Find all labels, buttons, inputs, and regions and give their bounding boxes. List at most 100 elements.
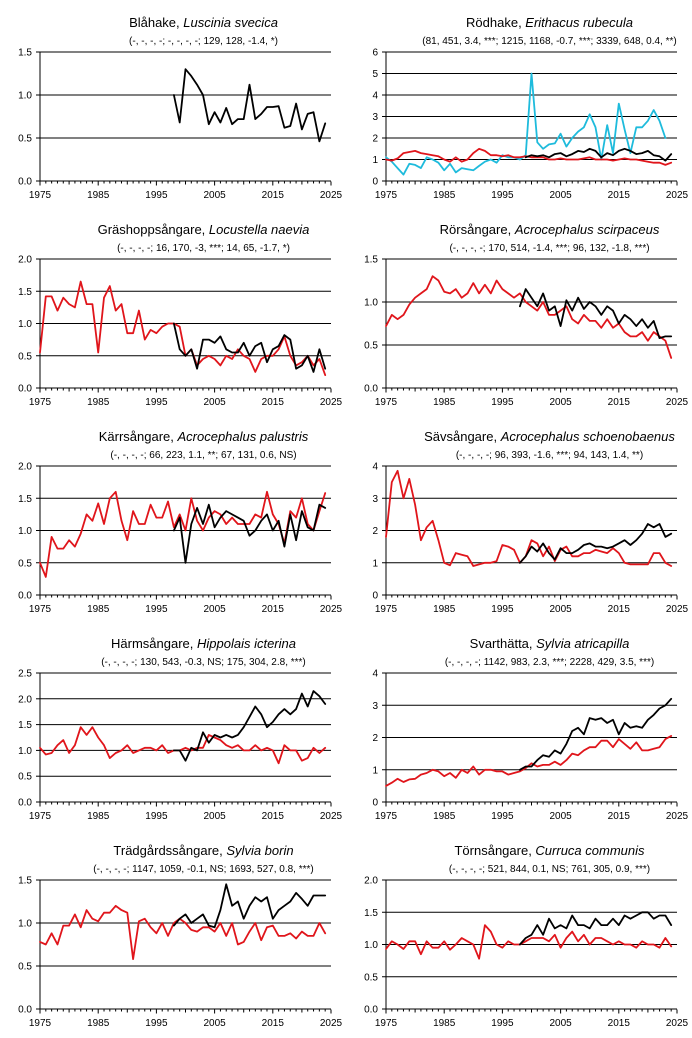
chart-title-common: Kärrsångare, <box>99 429 178 444</box>
chart-title-latin: Acrocephalus schoenobaenus <box>500 429 676 444</box>
chart-svg: Blåhake, Luscinia svecica (-, -, -, -; -,… <box>18 15 342 201</box>
y-tick-label: 2.0 <box>18 694 32 705</box>
chart-title-common: Rörsångare, <box>440 222 515 237</box>
x-tick-label: 2015 <box>608 811 631 822</box>
x-tick-label: 1975 <box>29 604 52 615</box>
y-tick-label: 0.0 <box>18 384 32 395</box>
series-line-black <box>518 697 673 771</box>
series-line-black <box>518 911 673 946</box>
x-tick-label: 2025 <box>666 811 689 822</box>
x-tick-label: 1975 <box>375 190 398 201</box>
chart-subtitle: (-, -, -, -; 66, 223, 1.1, **; 67, 131, … <box>110 450 296 461</box>
series-line-black <box>172 322 327 373</box>
series-line-black <box>172 883 327 929</box>
chart-panel: Blåhake, Luscinia svecica (-, -, -, -; -,… <box>0 0 346 207</box>
series-line-black <box>518 288 673 340</box>
chart-panel: Trädgårdssångare, Sylvia borin (-, -, -, … <box>0 828 346 1035</box>
y-tick-label: 1.0 <box>364 940 378 951</box>
y-tick-label: 6 <box>372 48 378 59</box>
x-tick-label: 2015 <box>608 604 631 615</box>
x-tick-label: 1975 <box>29 811 52 822</box>
y-tick-label: 1.5 <box>18 720 32 731</box>
x-tick-label: 2025 <box>320 604 343 615</box>
x-tick-label: 2005 <box>549 811 572 822</box>
y-tick-label: 0.5 <box>18 772 32 783</box>
x-tick-label: 1975 <box>375 811 398 822</box>
y-tick-label: 1.0 <box>364 298 378 309</box>
x-tick-label: 1995 <box>491 604 514 615</box>
chart-subtitle: (-, -, -, -; 170, 514, -1.4, ***; 96, 13… <box>449 243 649 254</box>
x-tick-label: 2025 <box>320 1018 343 1029</box>
chart-svg: Rörsångare, Acrocephalus scirpaceus (-, -… <box>364 222 688 408</box>
chart-title-latin: Hippolais icterina <box>197 636 296 651</box>
y-tick-label: 0.0 <box>18 591 32 602</box>
y-tick-label: 2 <box>372 733 378 744</box>
chart-title-common: Blåhake, <box>129 15 183 30</box>
x-tick-label: 1995 <box>491 190 514 201</box>
series-line-red <box>39 280 327 377</box>
y-tick-label: 1.5 <box>18 48 32 59</box>
series-line-black <box>518 523 673 564</box>
chart-title-common: Svarthätta, <box>470 636 536 651</box>
x-tick-label: 1985 <box>87 811 110 822</box>
x-tick-label: 1995 <box>145 604 168 615</box>
x-tick-label: 1995 <box>491 397 514 408</box>
chart-title: Gräshoppsångare, Locustella naevia <box>98 222 310 237</box>
y-tick-label: 3 <box>372 701 378 712</box>
series-line-red <box>385 275 673 359</box>
y-tick-label: 4 <box>372 91 378 102</box>
y-tick-label: 0.5 <box>364 972 378 983</box>
chart-title-latin: Curruca communis <box>535 843 645 858</box>
x-tick-label: 1985 <box>87 190 110 201</box>
series-line-black <box>524 147 673 162</box>
chart-title: Törnsångare, Curruca communis <box>454 843 645 858</box>
x-tick-label: 2025 <box>320 811 343 822</box>
y-tick-label: 1 <box>372 558 378 569</box>
y-tick-label: 0.0 <box>364 384 378 395</box>
x-tick-label: 2015 <box>262 1018 285 1029</box>
x-tick-label: 2005 <box>549 397 572 408</box>
y-tick-label: 2 <box>372 526 378 537</box>
chart-svg: Trädgårdssångare, Sylvia borin (-, -, -, … <box>18 843 343 1029</box>
series-line-red <box>385 924 673 960</box>
y-tick-label: 1.5 <box>364 908 378 919</box>
chart-svg: Gräshoppsångare, Locustella naevia (-, -,… <box>18 222 342 408</box>
chart-title-common: Härmsångare, <box>111 636 197 651</box>
y-tick-label: 0.0 <box>18 177 32 188</box>
x-tick-label: 1995 <box>145 1018 168 1029</box>
y-tick-label: 0 <box>372 591 378 602</box>
y-tick-label: 1.5 <box>18 876 32 887</box>
x-tick-label: 2005 <box>203 397 226 408</box>
chart-subtitle: (-, -, -, -; 16, 170, -3, ***; 14, 65, -… <box>117 243 290 254</box>
x-tick-label: 1975 <box>29 190 52 201</box>
x-tick-label: 2015 <box>262 811 285 822</box>
chart-panel: Gräshoppsångare, Locustella naevia (-, -,… <box>0 207 346 414</box>
chart-title: Trädgårdssångare, Sylvia borin <box>113 843 293 858</box>
chart-title: Rörsångare, Acrocephalus scirpaceus <box>440 222 660 237</box>
x-tick-label: 1985 <box>87 1018 110 1029</box>
y-tick-label: 1.0 <box>18 526 32 537</box>
x-tick-label: 2015 <box>262 604 285 615</box>
chart-subtitle: (-, -, -, -; 130, 543, -0.3, NS; 175, 30… <box>101 657 306 668</box>
x-tick-label: 2015 <box>608 1018 631 1029</box>
x-tick-label: 2015 <box>608 397 631 408</box>
chart-subtitle: (-, -, -, -; 521, 844, 0.1, NS; 761, 305… <box>449 864 650 875</box>
chart-panel: Svarthätta, Sylvia atricapilla (-, -, -, … <box>346 621 692 828</box>
chart-title: Härmsångare, Hippolais icterina <box>111 636 296 651</box>
y-tick-label: 0.0 <box>18 798 32 809</box>
series-line-red <box>39 904 327 961</box>
y-tick-label: 1.0 <box>18 91 32 102</box>
series-line-red <box>39 726 327 765</box>
x-tick-label: 2005 <box>203 190 226 201</box>
chart-title: Svarthätta, Sylvia atricapilla <box>470 636 630 651</box>
y-tick-label: 4 <box>372 669 378 680</box>
chart-panel: Rödhake, Erithacus rubecula (81, 451, 3.4… <box>346 0 692 207</box>
chart-title-common: Törnsångare, <box>454 843 535 858</box>
chart-title-latin: Sylvia atricapilla <box>536 636 629 651</box>
y-tick-label: 0.5 <box>364 341 378 352</box>
chart-title-latin: Locustella naevia <box>209 222 309 237</box>
chart-subtitle: (-, -, -, -; 1142, 983, 2.3, ***; 2228, … <box>445 657 654 668</box>
y-tick-label: 0.5 <box>18 134 32 145</box>
chart-svg: Rödhake, Erithacus rubecula (81, 451, 3.4… <box>372 15 688 201</box>
chart-subtitle: (-, -, -, -; -, -, -, -; 129, 128, -1.4,… <box>129 36 278 47</box>
